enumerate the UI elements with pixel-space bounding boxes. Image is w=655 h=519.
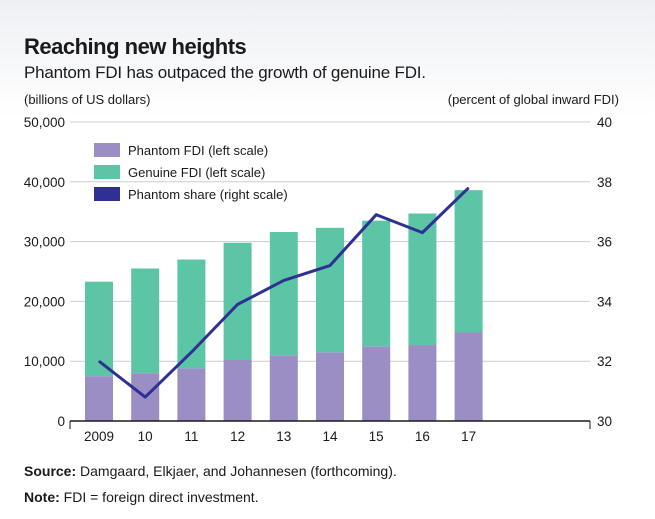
phantom-share-point: [237, 303, 239, 305]
y-left-tick-label: 20,000: [24, 294, 65, 309]
genuine-fdi-bar: [131, 268, 160, 374]
y-right-tick-label: 40: [597, 115, 612, 130]
phantom-fdi-bar: [408, 345, 437, 421]
phantom-share-point: [144, 396, 146, 398]
phantom-share-point: [375, 214, 377, 216]
x-tick-label: 2009: [84, 429, 114, 444]
legend-label: Phantom share (right scale): [128, 187, 288, 202]
y-right-tick-label: 38: [597, 175, 612, 190]
y-right-tick-label: 32: [597, 354, 612, 369]
phantom-share-point: [329, 265, 331, 267]
phantom-fdi-bar: [223, 360, 252, 421]
legend-label: Genuine FDI (left scale): [128, 165, 265, 180]
note-text: FDI = foreign direct investment.: [63, 489, 259, 505]
header-background: [0, 0, 655, 118]
right-axis-unit-label: (percent of global inward FDI): [447, 92, 619, 107]
source-line: Source: Damgaard, Elkjaer, and Johannese…: [24, 463, 397, 479]
x-tick-label: 14: [322, 429, 338, 444]
y-left-tick-label: 50,000: [24, 115, 65, 130]
legend-swatch: [94, 165, 120, 179]
genuine-fdi-bar: [362, 220, 391, 347]
genuine-fdi-bar: [85, 281, 113, 377]
genuine-fdi-bar: [223, 242, 252, 361]
genuine-fdi-bar: [316, 227, 344, 353]
phantom-fdi-bar: [85, 376, 113, 421]
genuine-fdi-bar: [269, 232, 298, 356]
y-left-tick-label: 40,000: [24, 175, 65, 190]
chart-subtitle: Phantom FDI has outpaced the growth of g…: [24, 63, 426, 82]
chart-title: Reaching new heights: [24, 34, 247, 59]
genuine-fdi-bar: [408, 213, 437, 346]
phantom-share-point: [98, 360, 100, 362]
phantom-fdi-bar: [362, 346, 391, 421]
genuine-fdi-bar: [454, 190, 483, 333]
left-axis-unit-label: (billions of US dollars): [24, 92, 151, 107]
x-tick-label: 15: [369, 429, 384, 444]
y-left-tick-label: 30,000: [24, 235, 65, 250]
source-label: Source:: [24, 463, 77, 479]
legend-label: Phantom FDI (left scale): [128, 143, 268, 158]
note-label: Note:: [24, 489, 60, 505]
phantom-fdi-bar: [316, 352, 344, 421]
y-right-tick-label: 34: [597, 294, 613, 309]
phantom-share-point: [283, 279, 285, 281]
legend-swatch: [94, 143, 120, 157]
phantom-share-point: [421, 232, 423, 234]
x-tick-label: 11: [184, 429, 198, 444]
legend-swatch: [94, 187, 120, 201]
note-line: Note: FDI = foreign direct investment.: [24, 489, 259, 505]
phantom-fdi-bar: [454, 332, 483, 421]
x-tick-label: 12: [230, 429, 245, 444]
phantom-share-point: [468, 187, 470, 189]
phantom-fdi-bar: [177, 368, 206, 421]
y-left-tick-label: 10,000: [24, 354, 65, 369]
phantom-fdi-bar: [269, 355, 298, 421]
y-right-tick-label: 36: [597, 235, 612, 250]
x-tick-label: 16: [415, 429, 430, 444]
x-tick-label: 10: [138, 429, 153, 444]
x-tick-label: 13: [276, 429, 291, 444]
x-tick-label: 17: [461, 429, 476, 444]
phantom-share-point: [190, 351, 192, 353]
y-right-tick-label: 30: [597, 414, 612, 429]
source-text: Damgaard, Elkjaer, and Johannesen (forth…: [80, 463, 397, 479]
y-left-tick-label: 0: [57, 414, 65, 429]
